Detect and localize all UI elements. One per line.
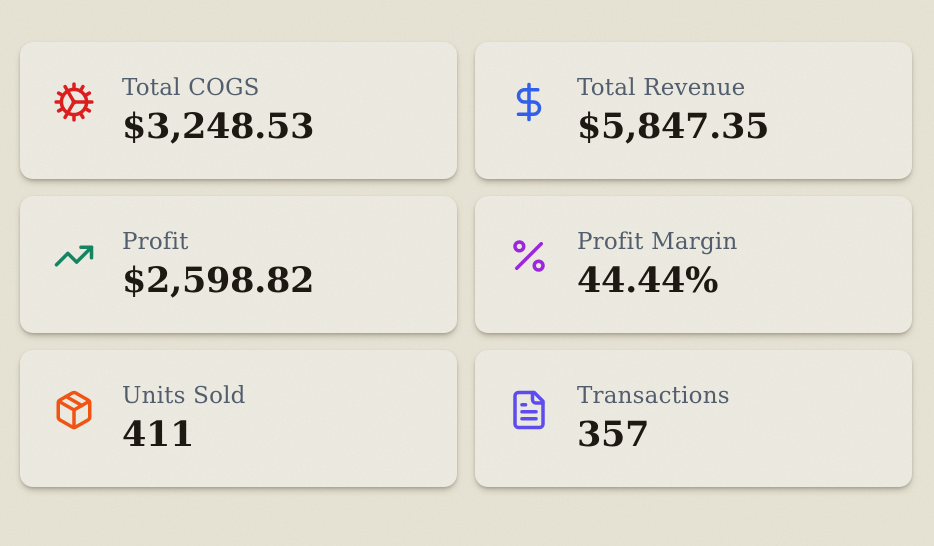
metric-label: Units Sold xyxy=(122,383,246,409)
metric-label: Total COGS xyxy=(122,75,260,101)
metric-value: $2,598.82 xyxy=(122,259,315,301)
metric-card-profit-margin: Profit Margin 44.44% xyxy=(475,196,912,333)
metric-label: Transactions xyxy=(577,383,730,409)
metric-card-total-revenue: Total Revenue $5,847.35 xyxy=(475,42,912,179)
metric-label: Total Revenue xyxy=(577,75,746,101)
metric-card-total-cogs: Total COGS $3,248.53 xyxy=(20,42,457,179)
metric-label: Profit Margin xyxy=(577,229,738,255)
percent-icon xyxy=(506,233,552,279)
metric-value: $3,248.53 xyxy=(122,105,315,147)
metric-card-transactions: Transactions 357 xyxy=(475,350,912,487)
metric-value: 44.44% xyxy=(577,259,719,301)
dollar-icon xyxy=(506,79,552,125)
metric-value: 411 xyxy=(122,413,195,455)
gear-icon xyxy=(51,79,97,125)
metric-label: Profit xyxy=(122,229,189,255)
file-text-icon xyxy=(506,387,552,433)
metric-value: $5,847.35 xyxy=(577,105,770,147)
metric-card-units-sold: Units Sold 411 xyxy=(20,350,457,487)
trending-up-icon xyxy=(51,233,97,279)
metrics-grid: Total COGS $3,248.53 Total Revenue $5,84… xyxy=(20,42,912,487)
package-icon xyxy=(51,387,97,433)
metric-card-profit: Profit $2,598.82 xyxy=(20,196,457,333)
metric-value: 357 xyxy=(577,413,650,455)
